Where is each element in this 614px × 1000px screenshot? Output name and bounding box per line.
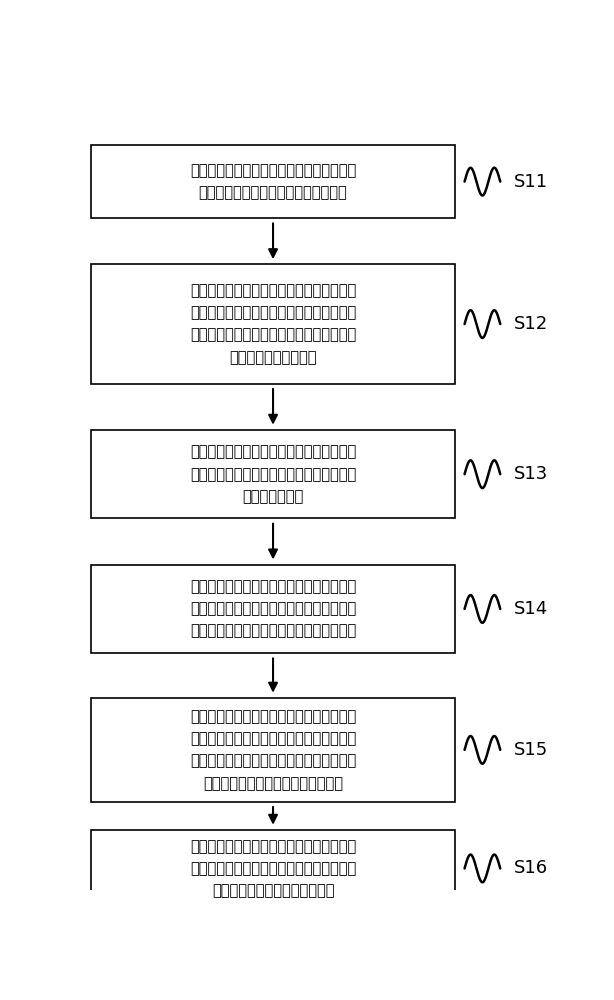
Text: 根据所述拖影轨迹信息对所述瞬态气泡位置
信息进行划分，确定每一示踪气泡对应的瞬
态气泡位置信息: 根据所述拖影轨迹信息对所述瞬态气泡位置 信息进行划分，确定每一示踪气泡对应的瞬 … [190,444,356,504]
Text: S13: S13 [514,465,548,483]
Text: S12: S12 [514,315,548,333]
Text: S16: S16 [514,859,548,877]
Text: 根据三维空间内每一示踪气泡的运动轨迹以
及所述脉冲光序列光源的脉冲闪烁间隔，计
算每一示踪气泡的三维速度信息: 根据三维空间内每一示踪气泡的运动轨迹以 及所述脉冲光序列光源的脉冲闪烁间隔，计 … [190,839,356,898]
Text: 根据每一示踪气泡对应的瞬态气泡位置信息
和同一时间内所述脉冲光序列光源的脉冲颜
色变化顺序，确定每一示踪气泡的运动方向: 根据每一示踪气泡对应的瞬态气泡位置信息 和同一时间内所述脉冲光序列光源的脉冲颜 … [190,579,356,639]
Bar [91,830,455,907]
Bar [91,145,455,218]
Text: S11: S11 [514,173,548,191]
Bar [91,698,455,802]
Bar [91,264,455,384]
Text: 获取至少两台彩色相机采集的记录有测试区
域内示踪气泡运动轨迹的多组彩色图像: 获取至少两台彩色相机采集的记录有测试区 域内示踪气泡运动轨迹的多组彩色图像 [190,163,356,200]
Bar [91,565,455,653]
Text: S14: S14 [514,600,548,618]
Text: 根据每一示踪气泡对应的瞬态气泡位置信息
、每一示踪气泡的运动方向以及每一彩色相
机的光学模型参数信息进行三维重建，得到
三维空间内每一示踪气泡的运动轨迹: 根据每一示踪气泡对应的瞬态气泡位置信息 、每一示踪气泡的运动方向以及每一彩色相 … [190,709,356,791]
Text: S15: S15 [514,741,548,759]
Bar [91,430,455,518]
Text: 解析所述多组彩色图像，提取每一组彩色图
像中所述示踪气泡的拖影轨迹信息和叠加在
所述拖影轨迹上的由所述脉冲光序列光源形
成的瞬态气泡位置信息: 解析所述多组彩色图像，提取每一组彩色图 像中所述示踪气泡的拖影轨迹信息和叠加在 … [190,283,356,365]
